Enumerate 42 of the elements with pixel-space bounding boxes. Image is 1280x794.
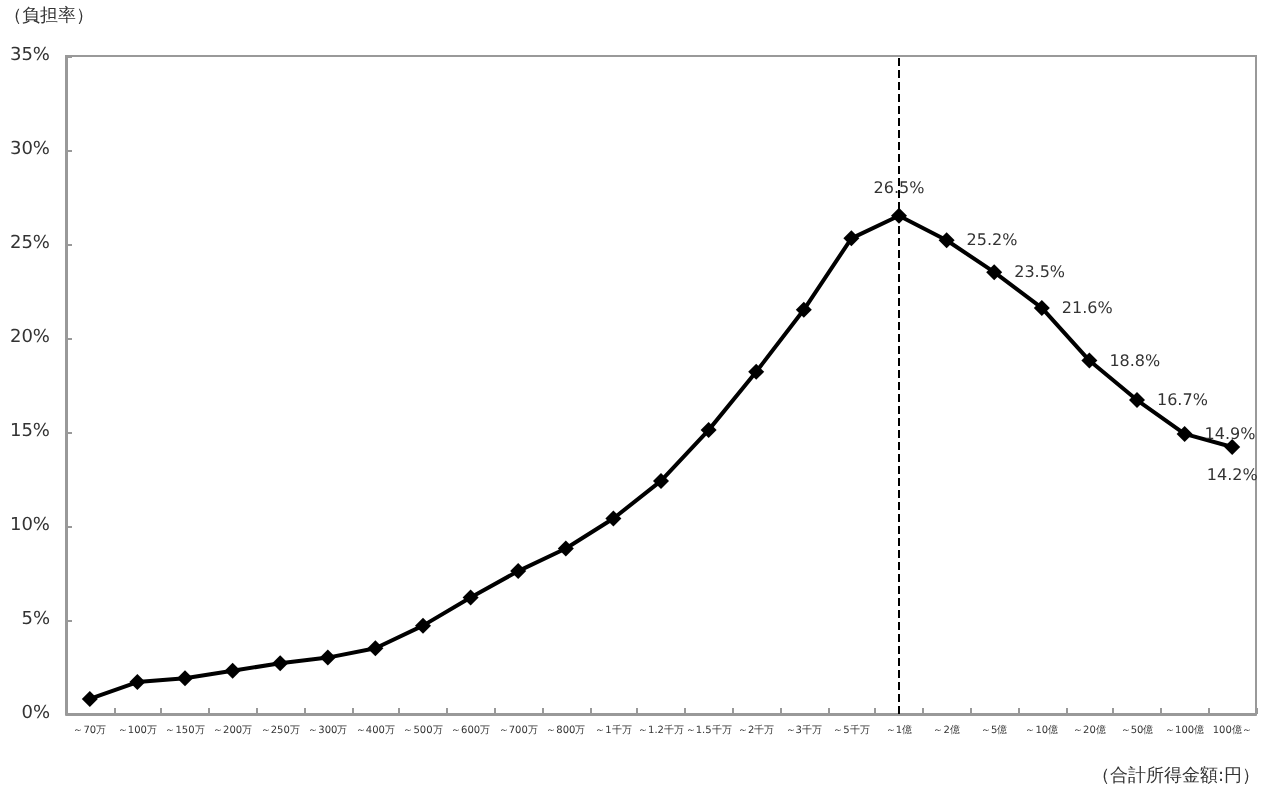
point bbox=[1033, 299, 1050, 316]
point bbox=[177, 670, 193, 687]
data-label: 23.5% bbox=[1014, 263, 1066, 282]
point bbox=[319, 649, 336, 666]
y-tick-label: 10% bbox=[9, 516, 51, 536]
data-label: 14.2% bbox=[1206, 466, 1259, 485]
y-tick-label: 20% bbox=[9, 328, 51, 348]
x-axis-title: （合計所得金額:円） bbox=[1091, 765, 1261, 787]
point bbox=[653, 472, 669, 489]
point bbox=[1224, 439, 1241, 456]
point bbox=[462, 589, 479, 606]
data-label: 26.5% bbox=[873, 178, 926, 197]
point bbox=[1129, 392, 1145, 409]
data-label: 16.7% bbox=[1157, 391, 1209, 410]
y-axis-title: （負担率） bbox=[4, 5, 94, 27]
point bbox=[1081, 352, 1098, 369]
point bbox=[1176, 425, 1193, 442]
data-label: 18.8% bbox=[1109, 351, 1162, 370]
point bbox=[938, 232, 955, 249]
point bbox=[224, 662, 241, 679]
data-label: 14.9% bbox=[1204, 424, 1257, 443]
point bbox=[415, 617, 431, 634]
y-tick-label: 15% bbox=[9, 422, 51, 442]
point bbox=[557, 540, 574, 557]
point bbox=[700, 422, 717, 439]
point bbox=[748, 363, 765, 380]
y-tick-label: 5% bbox=[21, 610, 51, 630]
point bbox=[605, 510, 622, 527]
point bbox=[986, 264, 1003, 281]
data-label: 25.2% bbox=[966, 231, 1019, 250]
y-tick-label: 0% bbox=[21, 704, 51, 724]
y-tick-label: 35% bbox=[9, 46, 51, 66]
y-tick-label: 25% bbox=[9, 234, 51, 254]
y-tick-label: 30% bbox=[9, 140, 51, 160]
point bbox=[367, 640, 384, 657]
point bbox=[795, 301, 812, 318]
data-label: 21.6% bbox=[1061, 298, 1114, 317]
point bbox=[510, 563, 527, 580]
point bbox=[81, 690, 98, 707]
point bbox=[843, 230, 860, 247]
point bbox=[272, 655, 289, 672]
point bbox=[129, 674, 146, 691]
